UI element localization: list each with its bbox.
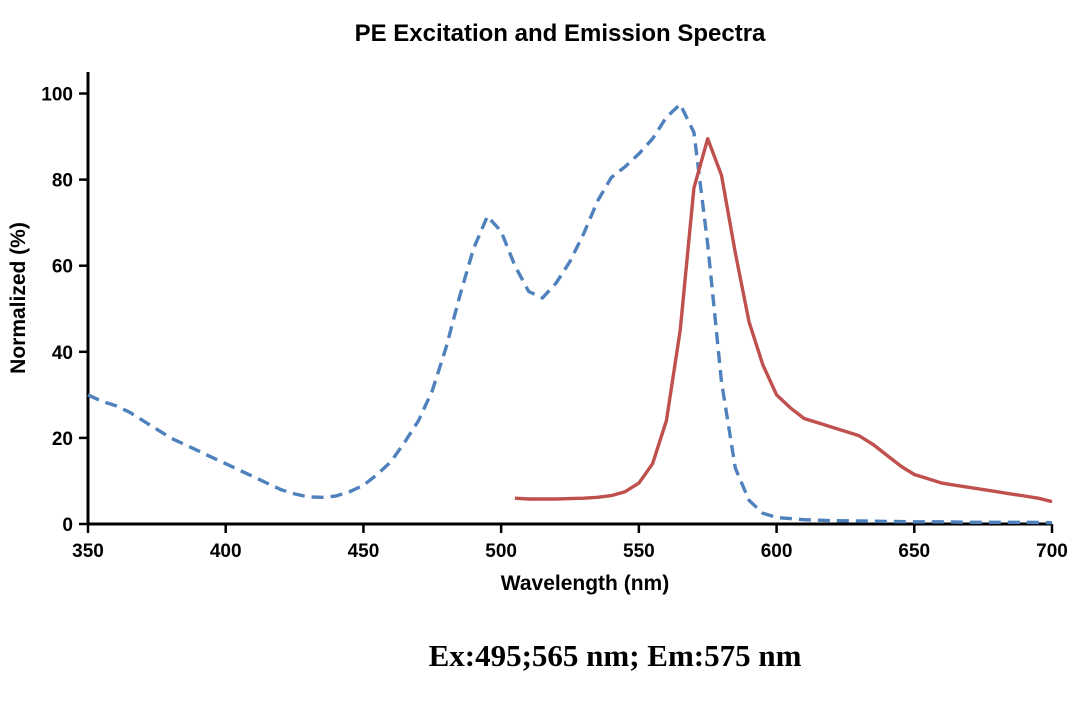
x-tick-label: 550 [623, 541, 655, 562]
y-axis-label: Normalized (%) [7, 222, 30, 374]
y-tick-label: 0 [62, 515, 73, 536]
chart-title: PE Excitation and Emission Spectra [354, 20, 766, 47]
x-axis-label: Wavelength (nm) [501, 572, 669, 595]
x-tick-label: 350 [72, 541, 104, 562]
axes: 350 400 450 500 550 600 650 700 0 20 40 60 80 100 [41, 72, 1068, 562]
y-tick-label: 60 [52, 257, 73, 278]
excitation-line [87, 102, 1053, 525]
y-tick-label: 20 [52, 429, 73, 450]
x-tick-label: 450 [348, 541, 380, 562]
x-tick-label: 500 [485, 541, 517, 562]
y-tick-label: 80 [52, 171, 73, 192]
y-tick-label: 40 [52, 343, 73, 364]
caption: Ex:495;565 nm; Em:575 nm [428, 638, 802, 673]
x-tick-label: 700 [1036, 541, 1068, 562]
x-tick-label: 650 [898, 541, 930, 562]
x-tick-label: 600 [761, 541, 793, 562]
y-tick-label: 100 [41, 85, 73, 106]
emission-line [514, 136, 1053, 504]
x-tick-label: 400 [210, 541, 242, 562]
series-lines [87, 102, 1053, 525]
